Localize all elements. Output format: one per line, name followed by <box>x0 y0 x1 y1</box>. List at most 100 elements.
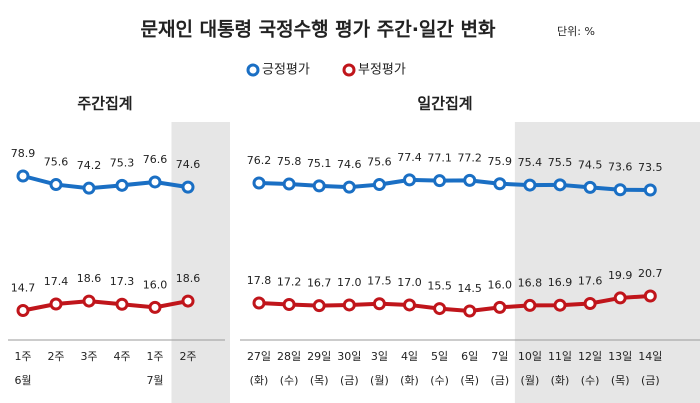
value-label: 73.6 <box>608 161 633 174</box>
value-label: 77.4 <box>397 151 422 164</box>
x-tick-sublabel: (수) <box>430 374 449 387</box>
value-label: 76.2 <box>247 154 272 167</box>
point <box>583 297 597 310</box>
x-tick-label: 14일 <box>638 349 662 363</box>
point <box>553 298 567 312</box>
x-tick-label: 6일 <box>461 349 478 363</box>
x-tick-sublabel: (금) <box>340 374 359 387</box>
x-tick-label: 12일 <box>578 349 602 363</box>
x-tick-label: 2주 <box>179 350 196 363</box>
point <box>115 297 129 311</box>
point <box>433 302 447 316</box>
x-tick-label: 4일 <box>401 349 418 363</box>
point <box>282 297 296 311</box>
value-label: 16.9 <box>548 276 573 289</box>
value-label: 15.5 <box>427 280 452 293</box>
value-label: 14.7 <box>11 282 36 295</box>
value-label: 77.2 <box>457 151 482 164</box>
x-tick-sublabel: (금) <box>490 374 509 387</box>
shaded-region <box>171 122 230 403</box>
value-label: 74.5 <box>578 158 603 171</box>
value-label: 75.9 <box>488 155 513 168</box>
point <box>148 300 162 314</box>
legend-marker <box>246 63 260 77</box>
value-label: 16.0 <box>143 278 168 291</box>
point <box>493 300 507 314</box>
value-label: 76.6 <box>143 153 168 166</box>
point <box>463 304 477 318</box>
point <box>115 178 129 192</box>
series-line <box>22 299 189 313</box>
point <box>433 174 447 188</box>
x-tick-sublabel: (목) <box>310 374 329 387</box>
value-label: 75.5 <box>548 156 573 169</box>
point <box>403 173 416 187</box>
point <box>49 178 63 192</box>
value-label: 16.7 <box>307 277 332 290</box>
value-label: 78.9 <box>11 147 36 160</box>
unit-label: 단위: % <box>557 25 595 38</box>
value-label: 74.2 <box>77 159 102 172</box>
x-tick-sublabel: (목) <box>460 374 479 387</box>
x-tick-label: 30일 <box>337 349 361 363</box>
point <box>523 298 537 312</box>
legend-marker <box>342 63 356 77</box>
point <box>342 180 356 194</box>
value-label: 14.5 <box>457 282 482 295</box>
value-label: 17.2 <box>277 275 302 288</box>
value-label: 17.0 <box>397 276 422 289</box>
x-tick-sublabel: (월) <box>521 374 540 387</box>
value-label: 75.6 <box>367 156 392 169</box>
x-tick-sublabel: (화) <box>551 374 570 387</box>
value-label: 17.5 <box>367 275 392 288</box>
value-label: 75.4 <box>518 156 543 169</box>
value-label: 77.1 <box>427 152 452 165</box>
value-label: 17.4 <box>44 275 69 288</box>
point <box>16 304 30 318</box>
value-label: 75.6 <box>44 156 69 169</box>
value-label: 17.8 <box>247 274 272 287</box>
x-tick-label: 3주 <box>80 350 97 363</box>
value-label: 75.3 <box>110 156 135 169</box>
panel-title: 일간집계 <box>417 95 472 113</box>
x-tick-sublabel: 6월 <box>14 374 31 387</box>
x-tick-label: 29일 <box>307 349 331 363</box>
point <box>523 178 537 192</box>
value-label: 74.6 <box>176 158 201 171</box>
value-label: 20.7 <box>638 267 663 280</box>
value-label: 16.0 <box>488 278 513 291</box>
point <box>372 297 386 311</box>
point <box>583 180 597 194</box>
point <box>553 178 567 192</box>
legend-label: 긍정평가 <box>262 63 310 78</box>
x-tick-sublabel: (월) <box>370 374 389 387</box>
value-label: 17.3 <box>110 275 135 288</box>
shaded-region <box>514 122 700 403</box>
point <box>643 183 657 197</box>
x-tick-label: 7일 <box>491 349 508 363</box>
point <box>643 289 657 303</box>
point <box>372 178 386 192</box>
point <box>16 169 30 183</box>
point <box>49 297 63 311</box>
backgrounds <box>171 122 700 403</box>
point <box>252 176 266 190</box>
series-line <box>22 174 189 191</box>
x-tick-label: 11일 <box>548 349 572 363</box>
point <box>463 173 477 187</box>
panel-title: 주간집계 <box>77 95 132 113</box>
point <box>403 298 416 312</box>
value-label: 18.6 <box>77 272 102 285</box>
point <box>252 296 266 310</box>
value-label: 74.6 <box>337 158 362 171</box>
x-tick-sublabel: (화) <box>400 374 419 387</box>
point <box>493 177 507 191</box>
legend: 긍정평가 부정평가 <box>246 63 406 78</box>
value-label: 73.5 <box>638 161 663 174</box>
chart-title: 문재인 대통령 국정수행 평가 주간·일간 변화 <box>141 19 496 41</box>
value-label: 75.1 <box>307 157 332 170</box>
point <box>181 294 195 308</box>
x-tick-sublabel: (수) <box>581 374 600 387</box>
point <box>312 179 326 193</box>
x-tick-sublabel: (수) <box>280 374 299 387</box>
